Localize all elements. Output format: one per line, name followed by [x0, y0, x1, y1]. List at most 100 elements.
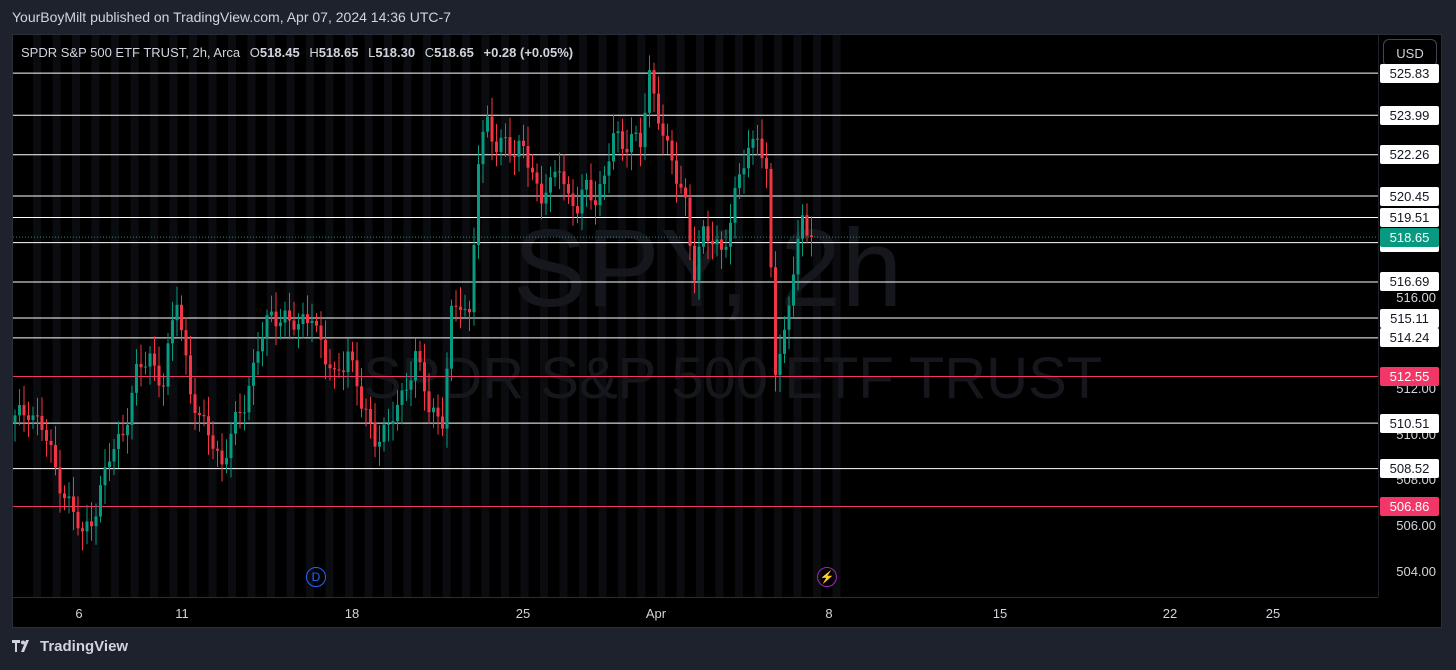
candle-body: [45, 429, 48, 441]
published-line: YourBoyMilt published on TradingView.com…: [12, 9, 451, 25]
plot-area[interactable]: SPY, 2h SPDR S&P 500 ETF TRUST SPDR S&P …: [13, 35, 1378, 597]
session-band: [696, 35, 704, 597]
candle-body: [184, 330, 188, 356]
candle-body: [153, 353, 156, 366]
level-price-tag: 506.86: [1380, 497, 1439, 517]
session-band: [130, 35, 139, 597]
candle-body: [126, 424, 129, 436]
candle-body: [373, 422, 377, 447]
candle-body: [562, 171, 566, 185]
candle-body: [468, 308, 471, 313]
candle-body: [432, 407, 435, 413]
candle-body: [40, 415, 44, 430]
open-label: O: [249, 45, 260, 60]
price-chart[interactable]: [13, 35, 1378, 597]
candle-body: [517, 140, 521, 157]
candle-body: [171, 320, 174, 344]
time-tick-label: 25: [515, 606, 531, 621]
session-band: [754, 35, 763, 597]
candle-body: [324, 339, 327, 365]
candle-body: [652, 70, 656, 94]
session-band: [813, 35, 821, 597]
watermark-description: SPDR S&P 500 ETF TRUST: [363, 346, 1103, 411]
candle-body: [315, 320, 318, 326]
low-label: L: [368, 45, 376, 60]
candle-body: [279, 322, 282, 327]
candle-body: [756, 138, 759, 140]
candle-body: [693, 245, 696, 281]
level-price-tag: 512.55: [1380, 367, 1439, 387]
session-band: [189, 35, 197, 597]
candle-body: [306, 314, 309, 324]
session-band: [208, 35, 217, 597]
candle-body: [589, 179, 593, 201]
candle-body: [661, 123, 665, 136]
session-band: [442, 35, 451, 597]
candle-body: [310, 320, 314, 324]
candle-body: [801, 215, 804, 239]
time-scale[interactable]: 6 11 18 25 Apr 8 15 22 25: [13, 597, 1378, 630]
candle-body: [22, 405, 26, 416]
candle-body: [90, 521, 93, 527]
candle-body: [720, 239, 723, 250]
candle-body: [207, 416, 210, 436]
candle-body: [112, 449, 116, 462]
candle-body: [499, 137, 503, 153]
candle-body: [441, 416, 444, 429]
candle-body: [270, 311, 273, 316]
candle-body: [549, 177, 552, 193]
chart-frame[interactable]: SPY, 2h SPDR S&P 500 ETF TRUST SPDR S&P …: [12, 34, 1442, 628]
candle-body: [364, 408, 368, 410]
candle-body: [612, 133, 615, 162]
candle-body: [526, 145, 530, 168]
candle-body: [648, 70, 651, 113]
session-band: [676, 35, 685, 597]
candle-body: [621, 131, 624, 149]
session-band: [832, 35, 841, 597]
candle-body: [292, 320, 296, 330]
candle-body: [472, 245, 476, 313]
candle-body: [238, 411, 242, 413]
candle-body: [711, 241, 714, 245]
candle-body: [234, 411, 237, 434]
time-tick-label: 8: [825, 606, 833, 621]
session-band: [169, 35, 178, 597]
candle-body: [130, 392, 134, 425]
candle-body: [72, 496, 75, 512]
candle-body: [243, 412, 246, 414]
currency-button[interactable]: USD: [1383, 39, 1437, 67]
candle-body: [688, 197, 692, 246]
dividend-marker[interactable]: D: [306, 567, 326, 587]
tradingview-footer[interactable]: TradingView: [12, 638, 128, 655]
candle-body: [193, 394, 197, 414]
candle-body: [463, 308, 467, 310]
footer-brand: TradingView: [40, 638, 129, 655]
candle-body: [400, 390, 404, 405]
candle-body: [328, 364, 332, 369]
candle-body: [558, 171, 561, 173]
candle-body: [787, 305, 791, 330]
level-price-tag: 508.52: [1380, 459, 1439, 479]
time-tick-label: 22: [1162, 606, 1178, 621]
session-band: [481, 35, 490, 597]
price-scale[interactable]: USD 516.00 512.00 510.00 508.00 506.00 504.00…: [1378, 35, 1444, 597]
candle-body: [571, 193, 575, 207]
candle-body: [202, 414, 206, 417]
high-value: 518.65: [318, 45, 359, 60]
session-band: [111, 35, 119, 597]
candle-body: [409, 380, 413, 390]
candle-body: [760, 138, 764, 159]
candle-body: [810, 235, 813, 238]
candle-body: [157, 365, 161, 386]
candle-body: [702, 226, 705, 247]
candle-body: [166, 343, 170, 387]
low-value: 518.30: [375, 45, 416, 60]
candle-body: [535, 172, 539, 184]
candle-body: [355, 360, 359, 387]
candle-body: [346, 351, 350, 373]
candle-body: [490, 116, 494, 142]
candle-body: [247, 385, 251, 413]
earnings-marker[interactable]: ⚡: [817, 567, 837, 587]
level-price-tag: 516.69: [1380, 272, 1439, 292]
session-band: [325, 35, 334, 597]
